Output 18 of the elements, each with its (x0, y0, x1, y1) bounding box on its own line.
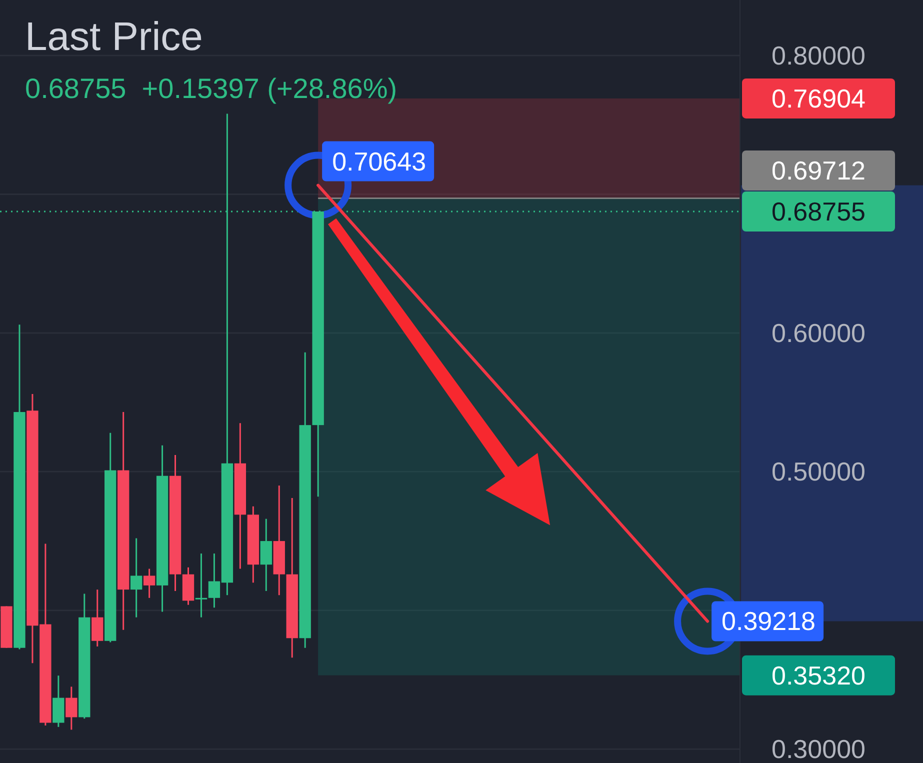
band-label: 0.76904 (772, 83, 866, 114)
band-label: 0.35320 (772, 660, 866, 690)
chart-title: Last Price (25, 15, 203, 59)
y-tick-label: 0.50000 (772, 456, 866, 487)
y-tick-label: 0.30000 (772, 734, 866, 763)
ref-line-label: 0.69712 (772, 155, 866, 186)
y-tick-label: 0.60000 (772, 318, 866, 348)
ref-line-label: 0.68755 (772, 196, 866, 226)
text: 0.68755 +0.15397 (+28.86%) (25, 73, 398, 104)
candlestick (92, 588, 104, 648)
y-tick-label: 0.80000 (772, 40, 866, 70)
candlestick (260, 518, 272, 592)
data-label: 0.39218 (722, 606, 816, 636)
candlestick (130, 538, 142, 618)
candlestick (195, 552, 208, 618)
data-label: 0.70643 (332, 146, 426, 176)
candlestick (143, 568, 156, 599)
candlestick (66, 686, 78, 730)
